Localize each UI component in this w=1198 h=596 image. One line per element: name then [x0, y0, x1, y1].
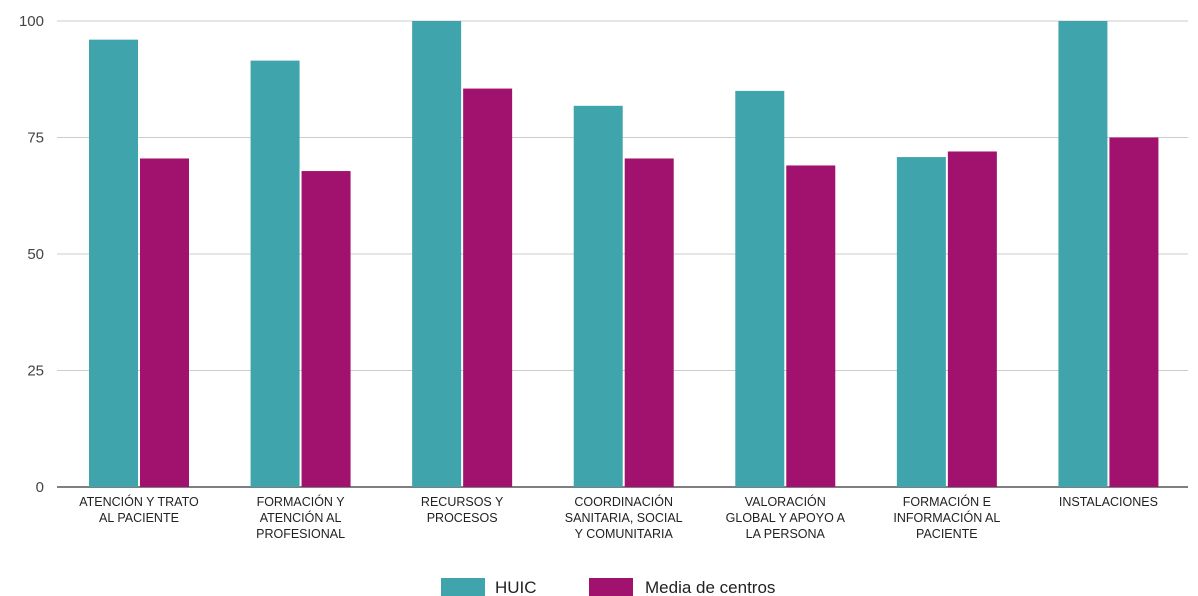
x-category-label: RECURSOS Y PROCESOS — [421, 495, 504, 525]
bar-huic — [573, 105, 623, 487]
bar-huic — [412, 21, 462, 487]
bar-media-de-centros — [786, 165, 836, 487]
x-axis-labels: ATENCIÓN Y TRATO AL PACIENTE FORMACIÓN Y AT… — [79, 494, 1158, 541]
bars — [89, 21, 1159, 488]
x-category-label: FORMACIÓN E INFORMACIÓN AL PACIENTE — [893, 494, 1000, 541]
bar-media-de-centros — [140, 158, 189, 487]
bar-huic — [250, 60, 300, 488]
bar-huic — [1058, 21, 1108, 487]
bar-media-de-centros — [1109, 137, 1159, 487]
y-tick-label: 25 — [27, 363, 44, 380]
bar-media-de-centros — [624, 158, 674, 487]
legend-label: HUIC — [495, 578, 537, 596]
legend: HUIC Media de centros — [441, 578, 775, 596]
x-category-label: ATENCIÓN Y TRATO AL PACIENTE — [79, 494, 199, 525]
x-category-label: VALORACIÓN GLOBAL Y APOYO A LA PERSONA — [726, 494, 846, 541]
bar-media-de-centros — [947, 151, 997, 488]
legend-swatch — [589, 578, 633, 596]
bar-media-de-centros — [301, 171, 351, 487]
legend-label: Media de centros — [645, 578, 775, 596]
bar-huic — [896, 157, 946, 487]
y-tick-label: 0 — [36, 479, 44, 496]
y-axis-ticks: 0 25 50 75 100 — [19, 13, 44, 496]
bar-huic — [735, 90, 785, 488]
x-category-label: INSTALACIONES — [1059, 495, 1158, 509]
bar-media-de-centros — [463, 88, 513, 487]
bar-huic — [89, 39, 138, 487]
x-category-label: FORMACIÓN Y ATENCIÓN AL PROFESIONAL — [256, 494, 345, 541]
y-tick-label: 100 — [19, 13, 44, 30]
x-category-label: COORDINACIÓN SANITARIA, SOCIAL Y COMUNITAR… — [565, 494, 683, 541]
legend-swatch — [441, 578, 485, 596]
y-tick-label: 50 — [27, 246, 44, 263]
y-tick-label: 75 — [27, 130, 44, 147]
